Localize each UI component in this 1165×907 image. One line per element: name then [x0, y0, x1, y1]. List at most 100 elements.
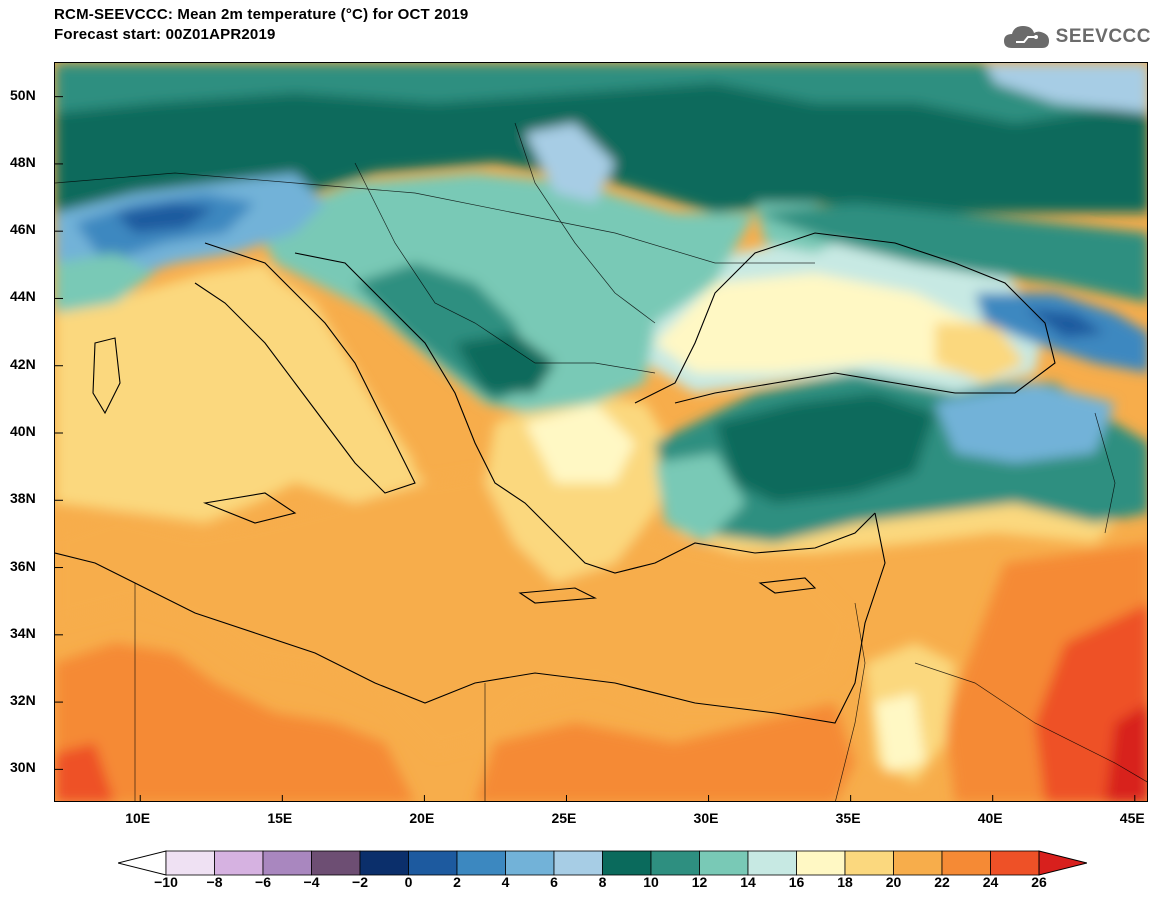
colorbar-swatch [553, 850, 603, 876]
colorbar-label: 24 [982, 874, 999, 890]
colorbar-swatch [262, 850, 312, 876]
balkan-mountains-field [455, 333, 555, 393]
east-anatolia-cold-field [935, 383, 1115, 463]
lat-tick-label: 34N [10, 624, 36, 641]
border-line-levant [835, 602, 866, 801]
north-africa-coastline [55, 512, 886, 724]
colorbar-label: −2 [352, 874, 368, 890]
colorbar [118, 850, 1087, 876]
colorbar-label: 8 [598, 874, 607, 890]
border-line-balkans [354, 162, 656, 374]
cloud-icon [1003, 26, 1049, 48]
colorbar-label: 16 [788, 874, 805, 890]
sicily-coastline [202, 492, 297, 524]
tunisia-libya-hot-field [55, 643, 414, 801]
border-line-north [55, 172, 815, 264]
logo-text: SEEVCCC [1055, 26, 1151, 47]
chart-title: RCM-SEEVCCC: Mean 2m temperature (°C) fo… [54, 6, 469, 23]
seevccc-logo: SEEVCCC [1002, 20, 1151, 54]
colorbar-label: 12 [691, 874, 708, 890]
colorbar-swatch [699, 850, 749, 876]
caucasus-colder-field [1025, 308, 1105, 338]
lon-tick-label: 40E [977, 810, 1003, 826]
lon-tick-label: 30E [693, 810, 719, 826]
italy-mild-field [55, 263, 425, 523]
italy-coastline [194, 242, 416, 494]
carpathians-cold-field [525, 123, 615, 203]
lat-tick-label: 38N [10, 490, 36, 507]
colorbar-swatch [602, 850, 652, 876]
colorbar-label: −10 [154, 874, 178, 890]
lon-tick-label: 15E [267, 810, 293, 826]
colorbar-swatch [893, 850, 943, 876]
lon-tick-label: 10E [125, 810, 151, 826]
border-line-caucasus [1094, 412, 1116, 534]
north-aegean-field [525, 403, 635, 483]
lat-tick-label: 30N [10, 759, 36, 776]
western-alps-field [55, 253, 155, 313]
border-line-carpathians [514, 122, 656, 324]
colorbar-swatch [165, 850, 215, 876]
colorbar-max-arrow [1038, 850, 1087, 876]
south-russia-field [755, 203, 1147, 303]
borders [55, 122, 1147, 801]
map-canvas [55, 63, 1147, 801]
colorbar-label: 20 [885, 874, 902, 890]
west-anatolia-field [655, 453, 745, 543]
balkan-coastline [294, 252, 876, 574]
lon-tick-label: 25E [551, 810, 577, 826]
colorbar-swatch [456, 850, 506, 876]
lon-tick-label: 45E [1119, 810, 1145, 826]
lat-tick-label: 42N [10, 355, 36, 372]
colorbar-label: −4 [303, 874, 320, 890]
colorbar-swatch [844, 850, 894, 876]
sahara-hot-spot [55, 743, 115, 801]
east-black-sea-field [935, 323, 1025, 383]
egypt-hot-field [475, 703, 855, 801]
crete-coastline [518, 587, 598, 604]
colorbar-label: 18 [837, 874, 853, 890]
black-sea-warm-field [655, 273, 1015, 373]
colorbar-label: −6 [255, 874, 271, 890]
arabia-extreme-field [1105, 704, 1147, 801]
central-anatolia-cool-field [715, 393, 935, 503]
northern-cool-field [55, 63, 1147, 233]
colorbar-swatch [990, 850, 1040, 876]
lat-tick-label: 48N [10, 153, 36, 170]
adriatic-mild-field [195, 263, 415, 473]
colorbar-swatch [650, 850, 700, 876]
colorbar-swatch [214, 850, 264, 876]
colorbar-swatch [311, 850, 361, 876]
colorbar-label: 22 [934, 874, 950, 890]
colorbar-label: 4 [501, 874, 510, 890]
temperature-map [54, 62, 1148, 802]
colorbar-label: 2 [453, 874, 461, 890]
colorbar-swatch [747, 850, 797, 876]
alps-coldest-field [115, 203, 215, 233]
border-line-arabia [914, 662, 1147, 783]
coastlines [55, 232, 1056, 724]
forecast-start-label: Forecast start: 00Z01APR2019 [54, 26, 276, 43]
colorbar-label: 10 [643, 874, 659, 890]
northern-edge-field [55, 63, 1147, 123]
colorbar-swatch [505, 850, 555, 876]
colorbar-label: 0 [404, 874, 413, 890]
colorbar-swatch [796, 850, 846, 876]
colorbar-swatch [941, 850, 991, 876]
corsica-sardinia-coastline [92, 337, 121, 415]
balkans-field [255, 173, 755, 413]
mediterranean-warm-field [55, 473, 855, 753]
lat-tick-label: 50N [10, 86, 36, 103]
colorbar-label: 26 [1031, 874, 1047, 890]
jordan-valley-field [875, 693, 925, 773]
axis-ticks [55, 96, 1136, 801]
lat-tick-label: 44N [10, 288, 36, 305]
colorbar-label: −8 [206, 874, 223, 890]
colorbar-label: 14 [740, 874, 756, 890]
black-sea-coastline [634, 232, 1056, 404]
lat-tick-label: 46N [10, 221, 36, 238]
northeast-cold-field [985, 63, 1147, 113]
lon-tick-label: 20E [409, 810, 435, 826]
lon-tick-label: 35E [835, 810, 861, 826]
colorbar-swatch [408, 850, 458, 876]
